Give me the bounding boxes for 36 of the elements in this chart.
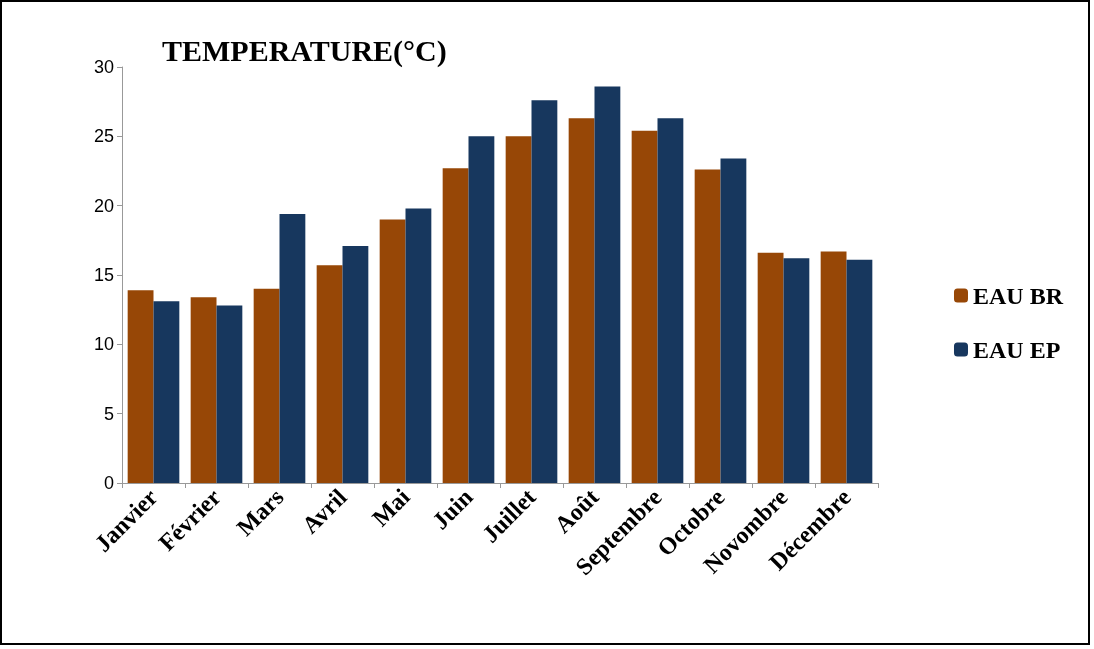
y-tick-label: 5 xyxy=(103,403,114,424)
bar xyxy=(568,118,595,483)
bar xyxy=(253,288,280,483)
bar xyxy=(316,265,343,483)
y-tick-label: 20 xyxy=(93,195,114,216)
bar xyxy=(694,169,721,483)
bar xyxy=(153,301,180,483)
bar xyxy=(342,245,369,483)
bar xyxy=(720,158,747,483)
bar xyxy=(216,305,243,483)
bar xyxy=(505,136,532,483)
bar xyxy=(783,258,810,483)
x-tick-label: Juin xyxy=(427,483,478,535)
y-tick-label: 0 xyxy=(103,473,114,493)
bar xyxy=(657,118,684,483)
chart-title: TEMPERATURE(°C) xyxy=(162,33,447,68)
bar xyxy=(468,136,495,483)
bar xyxy=(127,290,154,483)
legend-label: EAU EP xyxy=(972,336,1061,363)
x-tick-label: Mai xyxy=(367,483,415,532)
bar xyxy=(405,208,432,483)
legend-label: EAU BR xyxy=(972,282,1064,309)
bar xyxy=(190,297,217,483)
bar xyxy=(757,252,784,483)
bar xyxy=(820,251,847,483)
y-tick-label: 15 xyxy=(93,265,114,285)
bar xyxy=(379,219,406,483)
bar xyxy=(594,86,621,483)
y-tick-label: 10 xyxy=(93,334,114,355)
y-tick-label: 25 xyxy=(93,126,114,147)
bar xyxy=(279,213,306,483)
bar xyxy=(531,100,558,483)
bar xyxy=(631,130,658,483)
y-tick-label: 30 xyxy=(93,57,114,77)
bar xyxy=(846,259,873,483)
bar xyxy=(442,168,469,483)
